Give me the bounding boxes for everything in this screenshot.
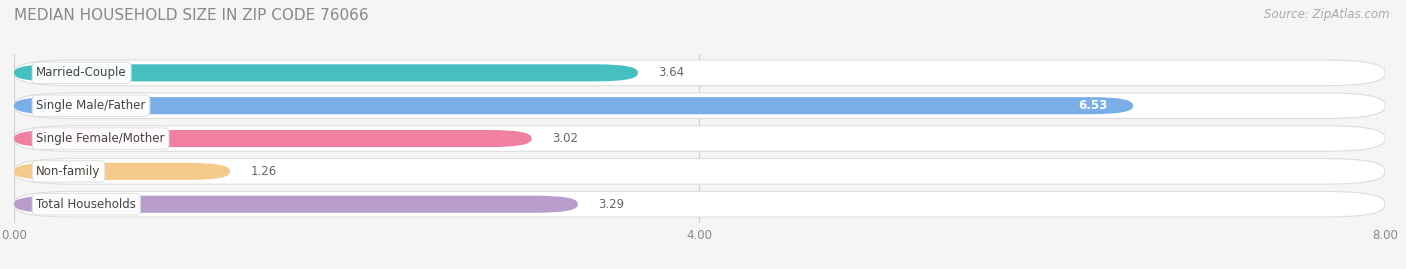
FancyBboxPatch shape	[14, 158, 1385, 184]
Text: 3.02: 3.02	[553, 132, 578, 145]
Text: Total Households: Total Households	[37, 198, 136, 211]
Text: Single Male/Father: Single Male/Father	[37, 99, 146, 112]
FancyBboxPatch shape	[14, 130, 531, 147]
FancyBboxPatch shape	[14, 126, 1385, 151]
Text: Non-family: Non-family	[37, 165, 101, 178]
FancyBboxPatch shape	[14, 93, 1385, 119]
FancyBboxPatch shape	[14, 64, 638, 82]
FancyBboxPatch shape	[14, 163, 231, 180]
Text: Single Female/Mother: Single Female/Mother	[37, 132, 165, 145]
Text: 6.53: 6.53	[1078, 99, 1108, 112]
Text: Married-Couple: Married-Couple	[37, 66, 127, 79]
Text: Source: ZipAtlas.com: Source: ZipAtlas.com	[1264, 8, 1389, 21]
Text: 1.26: 1.26	[250, 165, 277, 178]
FancyBboxPatch shape	[14, 60, 1385, 86]
FancyBboxPatch shape	[14, 192, 1385, 217]
Text: 3.64: 3.64	[658, 66, 685, 79]
Text: 3.29: 3.29	[599, 198, 624, 211]
FancyBboxPatch shape	[14, 97, 1133, 114]
FancyBboxPatch shape	[14, 196, 578, 213]
Text: MEDIAN HOUSEHOLD SIZE IN ZIP CODE 76066: MEDIAN HOUSEHOLD SIZE IN ZIP CODE 76066	[14, 8, 368, 23]
